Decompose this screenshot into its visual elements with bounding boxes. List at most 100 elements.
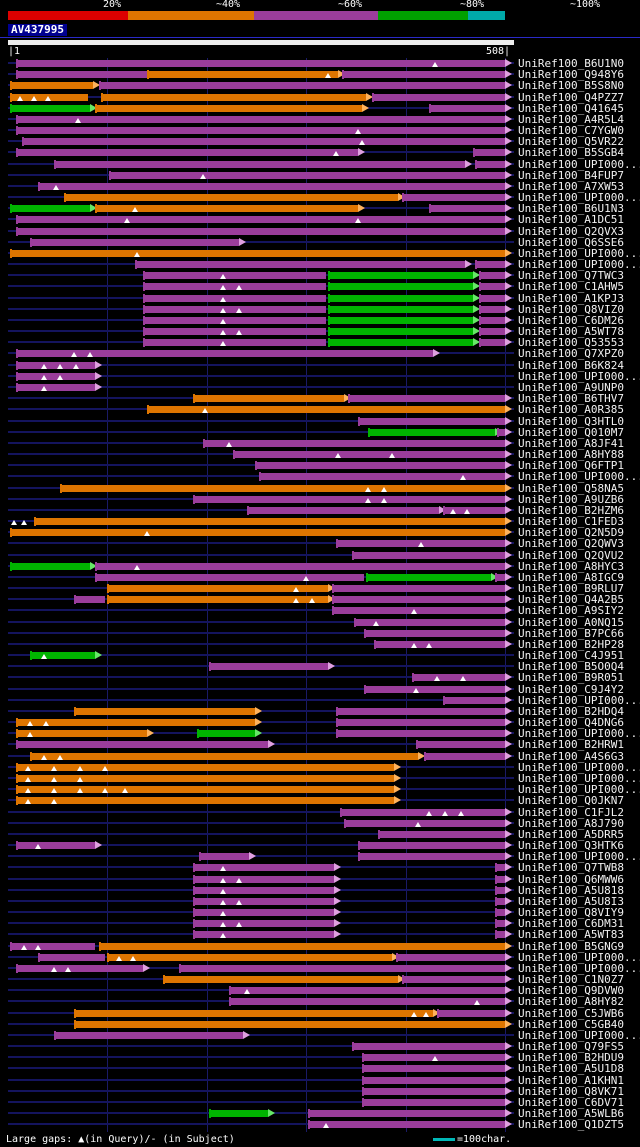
alignment-segment[interactable] xyxy=(258,473,506,481)
alignment-segment[interactable] xyxy=(495,573,506,581)
alignment-segment[interactable] xyxy=(99,82,506,90)
alignment-segment[interactable] xyxy=(495,897,506,905)
alignment-segment[interactable] xyxy=(357,853,506,861)
alignment-segment[interactable] xyxy=(336,719,506,727)
alignment-segment[interactable] xyxy=(361,1098,506,1106)
hit-label[interactable]: UniRef100_Q2QVX3 xyxy=(518,224,624,238)
hit-label[interactable]: UniRef100_B5GNG9 xyxy=(518,939,624,953)
alignment-segment[interactable] xyxy=(495,886,506,894)
alignment-segment[interactable] xyxy=(340,808,506,816)
hit-label[interactable]: UniRef100_B9RLU7 xyxy=(518,582,624,596)
hit-label[interactable]: UniRef100_A8IGC9 xyxy=(518,570,624,584)
alignment-segment[interactable] xyxy=(192,864,335,872)
alignment-segment[interactable] xyxy=(365,573,492,581)
hit-label[interactable]: UniRef100_B5SGB4 xyxy=(518,146,624,160)
hit-label[interactable]: UniRef100_C1AHW5 xyxy=(518,280,624,294)
hit-label[interactable]: UniRef100_Q4DNG6 xyxy=(518,716,624,730)
hit-label[interactable]: UniRef100_A9SIY2 xyxy=(518,604,624,618)
alignment-segment[interactable] xyxy=(443,696,506,704)
hit-label[interactable]: UniRef100_Q010M7 xyxy=(518,425,624,439)
alignment-segment[interactable] xyxy=(437,1009,506,1017)
alignment-segment[interactable] xyxy=(73,707,255,715)
alignment-segment[interactable] xyxy=(9,249,506,257)
alignment-segment[interactable] xyxy=(33,518,506,526)
hit-label[interactable]: UniRef100_Q6SSE6 xyxy=(518,235,624,249)
alignment-segment[interactable] xyxy=(347,395,506,403)
hit-label[interactable]: UniRef100_UPI000... xyxy=(518,961,640,975)
alignment-segment[interactable] xyxy=(495,909,506,917)
alignment-segment[interactable] xyxy=(73,1009,434,1017)
alignment-segment[interactable] xyxy=(401,976,506,984)
alignment-segment[interactable] xyxy=(423,752,506,760)
alignment-segment[interactable] xyxy=(232,451,506,459)
hit-label[interactable]: UniRef100_A1KPJ3 xyxy=(518,291,624,305)
hit-label[interactable]: UniRef100_C5GB40 xyxy=(518,1017,624,1031)
alignment-segment[interactable] xyxy=(63,194,398,202)
alignment-segment[interactable] xyxy=(15,741,269,749)
alignment-segment[interactable] xyxy=(9,529,506,537)
hit-label[interactable]: UniRef100_B6K824 xyxy=(518,358,624,372)
alignment-segment[interactable] xyxy=(59,484,506,492)
hit-label[interactable]: UniRef100_A7XW53 xyxy=(518,179,624,193)
alignment-segment[interactable] xyxy=(332,585,506,593)
hit-label[interactable]: UniRef100_A8HY88 xyxy=(518,448,624,462)
alignment-segment[interactable] xyxy=(479,272,506,280)
hit-label[interactable]: UniRef100_Q4PZZ7 xyxy=(518,90,624,104)
hit-label[interactable]: UniRef100_UPI000... xyxy=(518,246,640,260)
alignment-segment[interactable] xyxy=(353,618,506,626)
hit-label[interactable]: UniRef100_UPI000... xyxy=(518,258,640,272)
alignment-segment[interactable] xyxy=(192,931,335,939)
alignment-segment[interactable] xyxy=(15,60,506,67)
alignment-segment[interactable] xyxy=(363,685,506,693)
hit-label[interactable]: UniRef100_B7PC66 xyxy=(518,626,624,640)
hit-label[interactable]: UniRef100_UPI000... xyxy=(518,783,640,797)
alignment-segment[interactable] xyxy=(192,395,344,403)
hit-label[interactable]: UniRef100_C6DM26 xyxy=(518,313,624,327)
alignment-segment[interactable] xyxy=(332,607,506,615)
alignment-segment[interactable] xyxy=(328,305,474,313)
hit-label[interactable]: UniRef100_A5U818 xyxy=(518,883,624,897)
alignment-segment[interactable] xyxy=(202,439,506,447)
alignment-segment[interactable] xyxy=(361,1076,506,1084)
alignment-segment[interactable] xyxy=(208,1110,269,1118)
alignment-segment[interactable] xyxy=(29,652,96,660)
hit-label[interactable]: UniRef100_B2HP28 xyxy=(518,637,624,651)
hit-label[interactable]: UniRef100_A0R385 xyxy=(518,403,624,417)
hit-label[interactable]: UniRef100_Q0JKN7 xyxy=(518,794,624,808)
hit-label[interactable]: UniRef100_Q948Y6 xyxy=(518,68,624,82)
hit-label[interactable]: UniRef100_Q1DZT5 xyxy=(518,1118,624,1132)
alignment-segment[interactable] xyxy=(351,551,506,559)
alignment-segment[interactable] xyxy=(101,93,366,101)
hit-label[interactable]: UniRef100_UPI000... xyxy=(518,693,640,707)
alignment-segment[interactable] xyxy=(373,640,506,648)
alignment-segment[interactable] xyxy=(29,752,418,760)
alignment-segment[interactable] xyxy=(9,205,90,213)
alignment-segment[interactable] xyxy=(429,205,506,213)
hit-label[interactable]: UniRef100_C4J951 xyxy=(518,649,624,663)
hit-label[interactable]: UniRef100_Q8VK71 xyxy=(518,1084,624,1098)
hit-label[interactable]: UniRef100_C6DM31 xyxy=(518,917,624,931)
alignment-segment[interactable] xyxy=(228,987,506,995)
alignment-segment[interactable] xyxy=(479,328,506,336)
alignment-segment[interactable] xyxy=(367,428,496,436)
hit-label[interactable]: UniRef100_A8HY82 xyxy=(518,995,624,1009)
hit-label[interactable]: UniRef100_B6U1N3 xyxy=(518,202,624,216)
alignment-segment[interactable] xyxy=(336,730,506,738)
alignment-segment[interactable] xyxy=(143,283,327,291)
hit-label[interactable]: UniRef100_Q6MWW6 xyxy=(518,872,624,886)
hit-label[interactable]: UniRef100_Q58NA5 xyxy=(518,481,624,495)
hit-label[interactable]: UniRef100_A9UZB6 xyxy=(518,492,624,506)
hit-label[interactable]: UniRef100_C1FED3 xyxy=(518,515,624,529)
hit-label[interactable]: UniRef100_A8HYC3 xyxy=(518,559,624,573)
alignment-segment[interactable] xyxy=(95,562,506,570)
alignment-segment[interactable] xyxy=(475,261,506,269)
hit-label[interactable]: UniRef100_Q53553 xyxy=(518,336,624,350)
alignment-segment[interactable] xyxy=(479,294,506,302)
alignment-segment[interactable] xyxy=(135,261,466,269)
hit-label[interactable]: UniRef100_A5WLB6 xyxy=(518,1107,624,1121)
hit-label[interactable]: UniRef100_A1KHN1 xyxy=(518,1073,624,1087)
alignment-segment[interactable] xyxy=(9,562,90,570)
alignment-segment[interactable] xyxy=(15,71,148,79)
hit-label[interactable]: UniRef100_Q79FS5 xyxy=(518,1040,624,1054)
hit-label[interactable]: UniRef100_Q7XPZ0 xyxy=(518,347,624,361)
